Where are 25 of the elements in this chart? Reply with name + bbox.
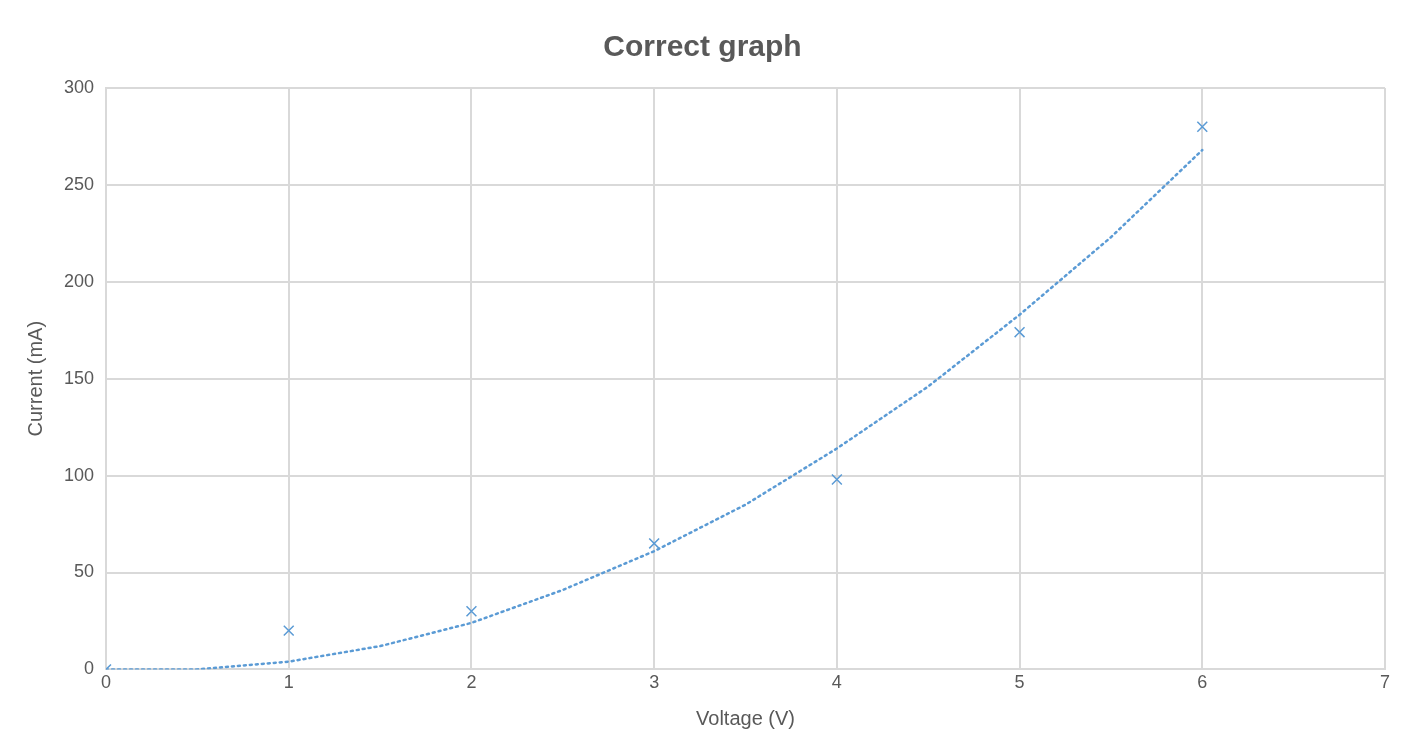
y-tick-label: 300 [63, 76, 95, 97]
x-axis-title: Voltage (V) [696, 706, 795, 729]
x-tick-label: 2 [466, 672, 477, 693]
y-tick-label: 100 [63, 464, 95, 485]
x-tick-label: 7 [1379, 672, 1391, 693]
y-tick-label: 0 [84, 658, 95, 679]
x-tick-label: 0 [101, 672, 112, 693]
x-tick-label: 5 [1014, 672, 1025, 693]
y-axis-title: Current (mA) [23, 320, 46, 437]
chart-title: Correct graph [603, 29, 802, 63]
line-series [106, 148, 1204, 670]
point [1196, 121, 1208, 133]
point [465, 605, 478, 617]
y-tick-label: 50 [74, 561, 95, 582]
x-tick-label: 4 [831, 672, 842, 693]
point [648, 537, 660, 550]
x-tick-label: 3 [649, 672, 660, 693]
y-tick-label: 200 [63, 270, 95, 291]
y-tick-label: 250 [63, 173, 95, 194]
point [283, 624, 295, 637]
point [831, 473, 843, 486]
x-tick-label: 1 [283, 672, 294, 693]
y-tick-label: 150 [63, 367, 95, 388]
x-tick-label: 6 [1197, 672, 1208, 693]
point [1013, 326, 1026, 338]
